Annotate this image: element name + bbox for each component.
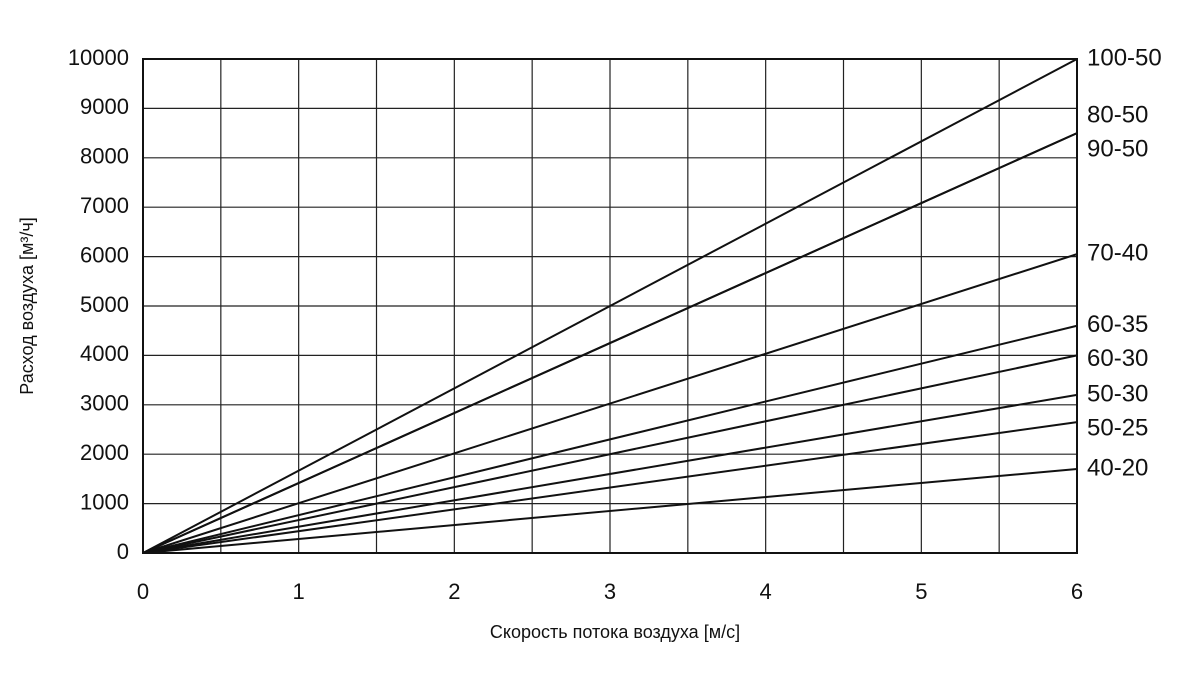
series-label: 60-30 (1087, 345, 1148, 372)
series-label: 80-50 (1087, 101, 1148, 128)
series-label: 90-50 (1087, 135, 1148, 162)
series-line (142, 324, 1078, 554)
y-tick-label: 6000 (80, 242, 129, 267)
series-line (142, 354, 1078, 554)
series-line (142, 468, 1078, 554)
x-tick-label: 6 (1071, 579, 1083, 604)
y-tick-label: 0 (117, 539, 129, 564)
x-tick-label: 3 (604, 579, 616, 604)
series-label: 60-35 (1087, 311, 1148, 338)
series-line (142, 58, 1078, 554)
series-line (142, 132, 1078, 554)
y-tick-label: 3000 (80, 391, 129, 416)
series-label: 50-25 (1087, 414, 1148, 441)
series-line (142, 393, 1078, 554)
series-label: 50-30 (1087, 380, 1148, 407)
y-tick-label: 7000 (80, 193, 129, 218)
series-line (142, 421, 1078, 554)
x-tick-label: 2 (448, 579, 460, 604)
x-tick-label: 1 (293, 579, 305, 604)
y-tick-label: 9000 (80, 94, 129, 119)
y-axis-title: Расход воздуха [м³/ч] (17, 217, 37, 394)
x-tick-label: 5 (915, 579, 927, 604)
series-label: 40-20 (1087, 454, 1148, 481)
y-tick-label: 8000 (80, 144, 129, 169)
y-tick-label: 5000 (80, 292, 129, 317)
series-line (142, 253, 1078, 554)
x-axis-title: Скорость потока воздуха [м/с] (490, 622, 740, 642)
y-tick-label: 2000 (80, 440, 129, 465)
y-tick-label: 4000 (80, 341, 129, 366)
series-label: 100-50 (1087, 44, 1162, 71)
y-tick-label: 1000 (80, 489, 129, 514)
x-tick-label: 4 (760, 579, 772, 604)
series-label: 70-40 (1087, 239, 1148, 266)
plot-frame (142, 58, 1078, 554)
y-tick-label: 10000 (68, 45, 129, 70)
x-tick-label: 0 (137, 579, 149, 604)
